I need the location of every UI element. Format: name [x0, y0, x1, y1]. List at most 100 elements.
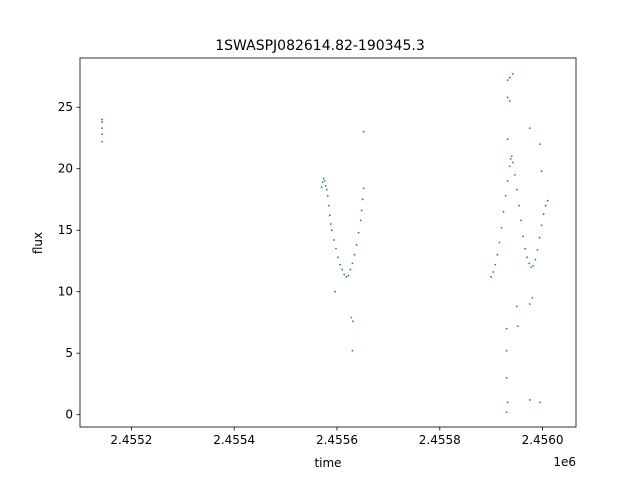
- data-point: [526, 256, 529, 259]
- data-point: [517, 325, 519, 328]
- data-point: [505, 411, 508, 414]
- data-point: [508, 100, 511, 102]
- data-point: [506, 138, 509, 141]
- data-point: [353, 253, 356, 256]
- data-point: [505, 327, 508, 330]
- data-point: [511, 161, 514, 164]
- data-point: [513, 173, 516, 176]
- data-point: [101, 133, 103, 136]
- data-point: [347, 274, 350, 277]
- data-point: [534, 258, 537, 261]
- data-point: [524, 247, 527, 250]
- data-point: [528, 127, 531, 130]
- plot-frame: [79, 57, 577, 428]
- x-tick-label: 2.4556: [316, 433, 358, 447]
- data-point: [528, 262, 531, 265]
- data-point: [362, 187, 365, 190]
- y-tick-label: 10: [58, 285, 73, 299]
- data-point: [351, 349, 354, 352]
- data-point: [350, 316, 353, 319]
- data-point: [355, 244, 358, 246]
- data-point: [542, 213, 545, 216]
- data-point: [508, 76, 511, 79]
- x-axis-offset-label: 1e6: [553, 455, 576, 469]
- x-axis-ticks: 2.4552 2.4554 2.4556 2.4558 2.4560: [110, 427, 564, 447]
- data-point: [505, 349, 508, 352]
- data-point: [339, 263, 341, 266]
- data-point: [532, 264, 535, 267]
- data-point: [506, 96, 509, 99]
- y-tick-label: 20: [58, 162, 73, 176]
- x-tick-label: 2.4560: [522, 433, 564, 447]
- data-point: [357, 231, 360, 234]
- data-point: [505, 376, 508, 379]
- data-point: [328, 214, 331, 217]
- data-point: [536, 248, 539, 251]
- data-point: [321, 181, 324, 184]
- data-point: [518, 204, 520, 207]
- data-points: [101, 73, 549, 414]
- data-point: [539, 143, 541, 146]
- data-point: [544, 204, 547, 207]
- data-point: [530, 266, 533, 268]
- data-point: [496, 253, 499, 256]
- data-point: [492, 271, 495, 273]
- data-point: [539, 401, 541, 404]
- data-point: [101, 127, 103, 130]
- data-point: [538, 236, 541, 239]
- data-point: [335, 247, 337, 250]
- data-point: [334, 290, 336, 293]
- data-point: [322, 177, 325, 180]
- x-tick-label: 2.4552: [110, 433, 152, 447]
- data-point: [515, 188, 518, 191]
- data-point: [359, 219, 362, 222]
- data-point: [333, 239, 335, 241]
- data-point: [341, 268, 344, 271]
- y-tick-label: 15: [58, 223, 73, 237]
- data-point: [522, 235, 524, 238]
- data-point: [352, 320, 354, 323]
- data-point: [498, 241, 501, 244]
- chart-title: 1SWASPJ082614.82-190345.3: [215, 38, 424, 54]
- data-point: [528, 399, 531, 401]
- data-point: [361, 198, 364, 201]
- data-point: [101, 121, 103, 123]
- data-point: [349, 268, 352, 271]
- y-tick-label: 0: [65, 408, 73, 422]
- data-point: [508, 165, 511, 168]
- data-point: [101, 118, 103, 121]
- data-point: [520, 219, 522, 222]
- data-point: [510, 155, 513, 158]
- y-axis-ticks: 0 5 10 15 20 25: [58, 100, 80, 422]
- data-point: [345, 276, 348, 278]
- data-point: [540, 224, 543, 227]
- x-axis-label: time: [314, 456, 341, 470]
- data-point: [509, 157, 512, 160]
- data-point: [327, 204, 330, 207]
- y-tick-label: 5: [65, 346, 73, 360]
- data-point: [494, 263, 497, 266]
- data-point: [325, 188, 328, 191]
- data-point: [326, 194, 329, 197]
- data-point: [502, 210, 505, 213]
- data-point: [343, 273, 346, 276]
- data-point: [337, 256, 339, 259]
- data-point: [329, 223, 332, 225]
- data-point: [351, 262, 354, 265]
- data-point: [362, 130, 365, 133]
- data-point: [324, 185, 327, 187]
- data-point: [506, 401, 509, 404]
- data-point: [330, 229, 333, 232]
- x-tick-label: 2.4554: [213, 433, 255, 447]
- data-point: [531, 296, 534, 299]
- data-point: [360, 209, 363, 212]
- data-point: [528, 303, 531, 305]
- y-tick-label: 25: [58, 100, 73, 114]
- data-point: [500, 226, 503, 229]
- y-axis-label: flux: [31, 232, 45, 254]
- data-point: [320, 186, 323, 189]
- data-point: [490, 276, 493, 278]
- data-point: [506, 180, 509, 182]
- data-point: [540, 170, 543, 173]
